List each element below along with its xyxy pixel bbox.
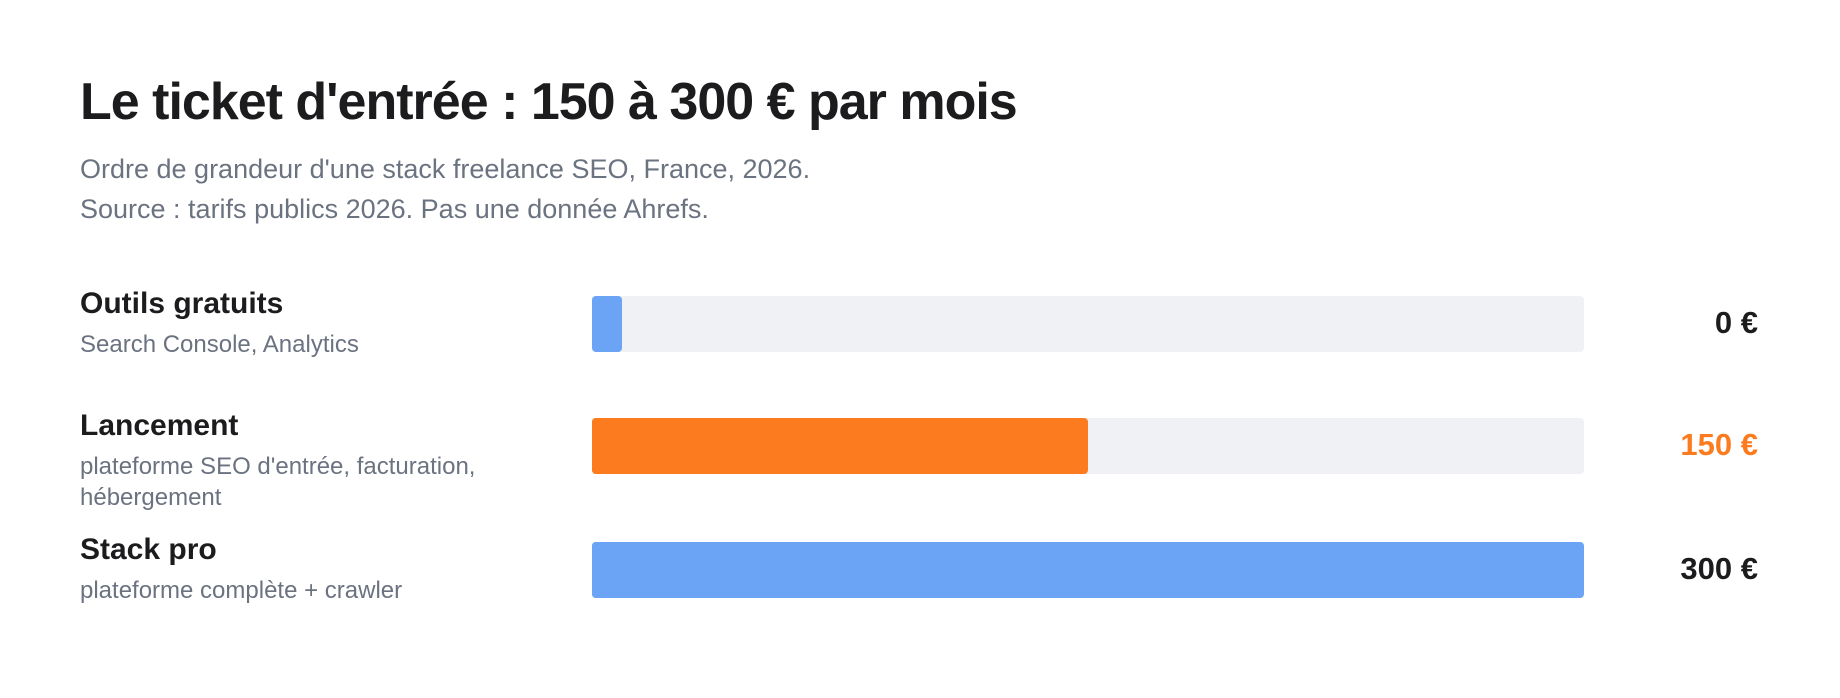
bar-floor	[592, 296, 622, 352]
value-label: 0 €	[1714, 305, 1758, 340]
category-label: Stack pro	[80, 533, 217, 566]
subtitle: Ordre de grandeur d'une stack freelance …	[80, 154, 811, 184]
value-label: 300 €	[1680, 551, 1758, 586]
value-label: 150 €	[1680, 427, 1758, 462]
category-description: Search Console, Analytics	[80, 331, 359, 358]
bar	[592, 542, 1584, 598]
category-label: Outils gratuits	[80, 287, 284, 320]
bar-track	[592, 296, 1584, 352]
bar	[592, 418, 1088, 474]
chart-title: Le ticket d'entrée : 150 à 300 € par moi…	[80, 73, 1018, 131]
category-description: plateforme SEO d'entrée, facturation, hé…	[80, 453, 476, 511]
category-label: Lancement	[80, 409, 239, 442]
category-description: plateforme complète + crawler	[80, 577, 403, 604]
source-note: Source : tarifs publics 2026. Pas une do…	[80, 194, 709, 224]
